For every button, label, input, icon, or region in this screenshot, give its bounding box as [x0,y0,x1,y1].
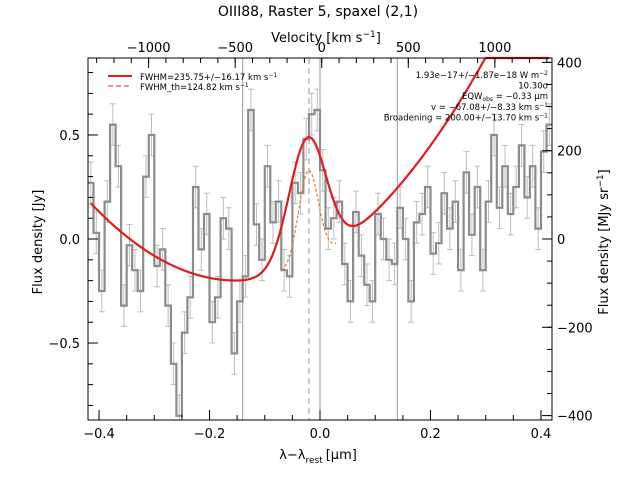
y-tick-label: 0.5 [59,129,80,144]
fit-series [89,56,550,282]
top-tick-label: −1000 [127,41,171,56]
annotation-text: 10.30σ [518,82,548,92]
thermal-fit-line [281,169,337,271]
top-axis-label: Velocity [km s−1] [271,30,381,46]
top-tick-label: 500 [396,41,421,56]
legend: FWHM=235.75+/−16.17 km s−1FWHM_th=124.82… [108,72,277,93]
top-tick-label: 1000 [478,41,511,56]
top-tick-label: 0 [318,41,326,56]
legend-label: FWHM_th=124.82 km s−1 [140,82,249,93]
right-tick-label: −400 [557,410,593,425]
top-tick-label: −500 [217,41,253,56]
x-tick-label: 0.0 [310,427,331,442]
x-axis-label: λ−λrest [μm] [279,448,357,466]
legend-label: FWHM=235.75+/−16.17 km s−1 [140,72,277,83]
spectrum-line [88,108,552,417]
y-axis-label: Flux density [Jy] [31,190,46,295]
model-fit-line [89,56,550,282]
right-tick-label: −200 [557,321,593,336]
right-tick-label: 400 [557,56,582,71]
x-tick-label: 0.4 [531,427,552,442]
x-tick-label: −0.4 [83,427,115,442]
y-tick-label: 0.0 [59,233,80,248]
y-tick-label: −0.5 [48,337,80,352]
x-tick-label: −0.2 [194,427,226,442]
tick-marks: −0.4 −0.2 0.0 0.2 0.4 −1000 −500 0 500 1000 −0.5 0.… [48,41,592,442]
chart-title: OIII88, Raster 5, spaxel (2,1) [218,4,418,20]
right-y-axis-label: Flux density [MJy sr−1] [596,169,612,314]
annotation-text: 1.93e−17+/−1.87e−18 W m−2 [416,70,548,81]
spectrum-series [88,108,552,417]
annotation-text: v = −67.08+/−8.33 km s−1 [431,102,548,113]
x-tick-label: 0.2 [420,427,441,442]
annotation-text: Broadening = 200.00+/−13.70 km s−1 [384,112,548,123]
right-tick-label: 200 [557,145,582,160]
annotation-text: EQWobs = −0.33 μm [462,92,548,103]
right-tick-label: 0 [557,233,565,248]
